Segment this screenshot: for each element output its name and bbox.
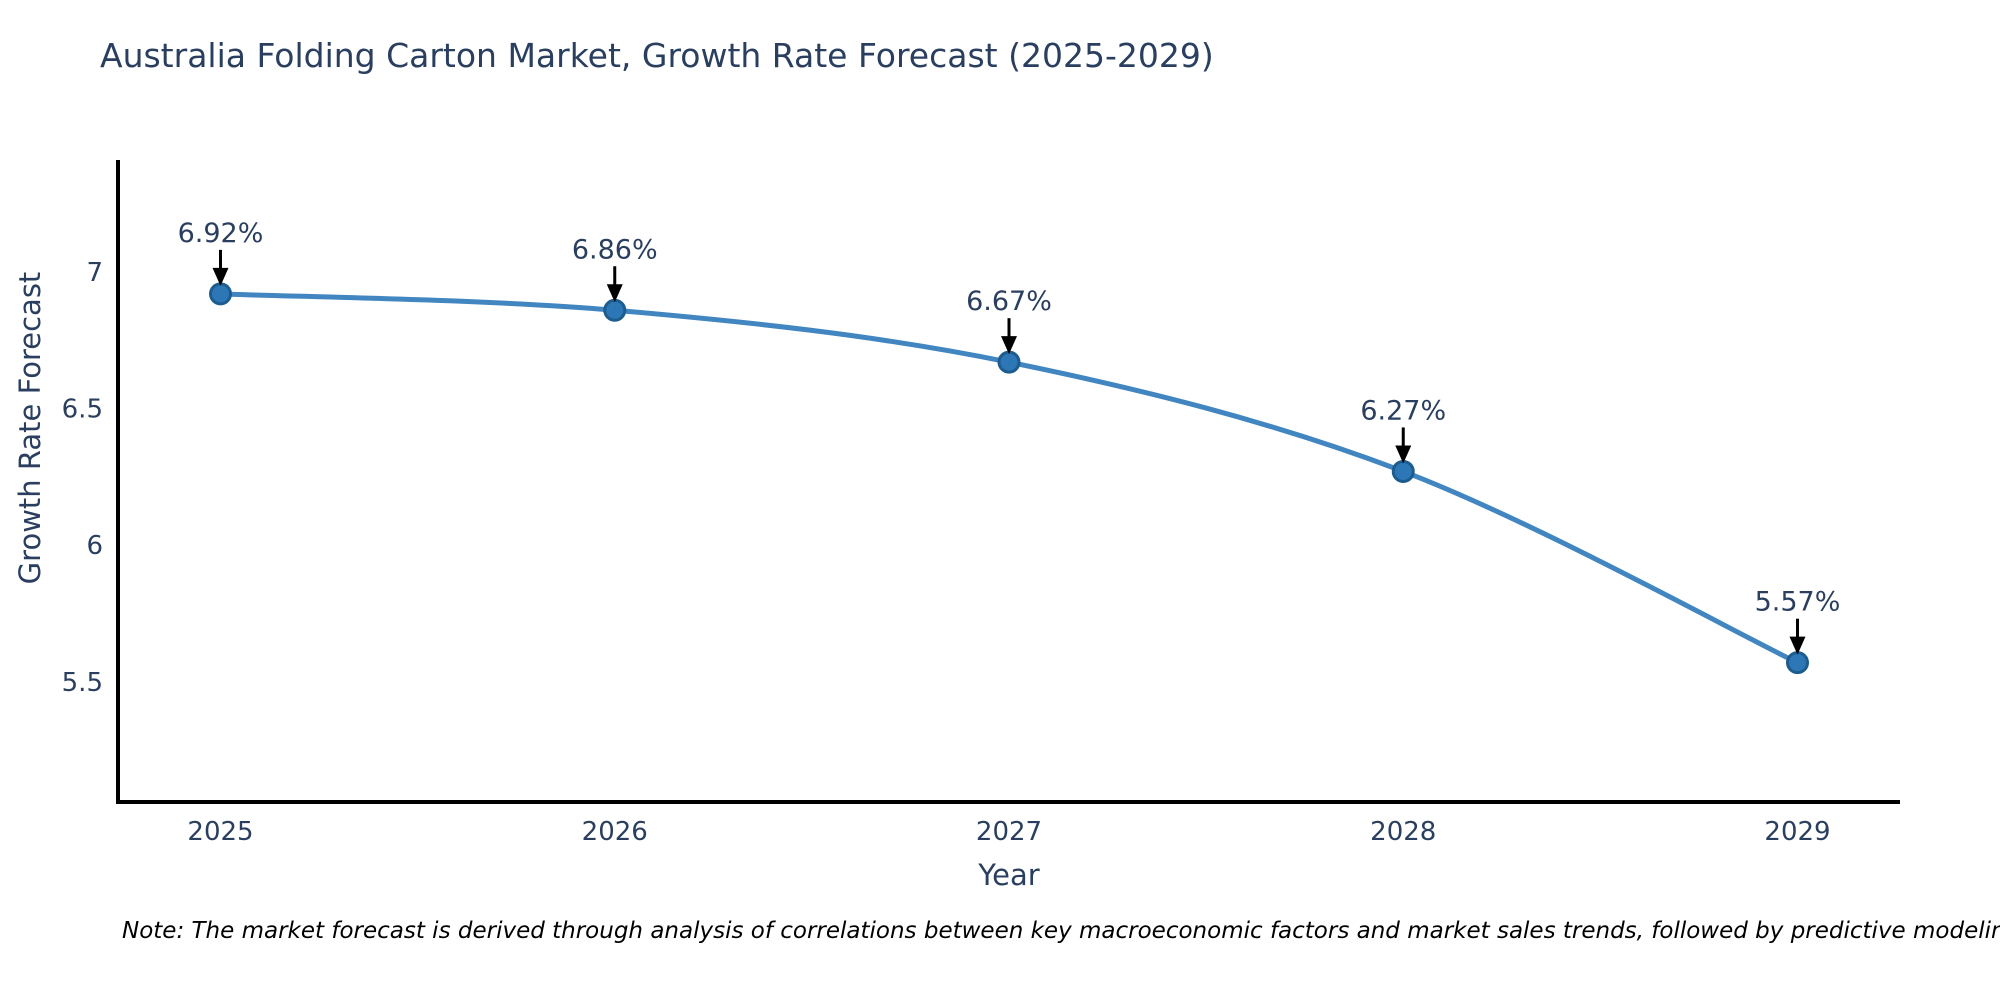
annotation-arrow-head <box>606 284 623 303</box>
annotation-arrow-head <box>212 267 229 286</box>
annotation-arrow-head <box>1395 445 1412 464</box>
x-axis-title: Year <box>978 858 1040 892</box>
point-value-label: 6.92% <box>178 218 264 249</box>
y-axis-title: Growth Rate Forecast <box>13 271 47 585</box>
data-point-marker <box>1785 651 1809 675</box>
x-tick-label: 2025 <box>187 817 253 847</box>
point-value-label: 6.67% <box>966 286 1052 317</box>
data-point-marker <box>603 298 627 322</box>
chart-title: Australia Folding Carton Market, Growth … <box>100 36 1214 75</box>
annotation-arrow-head <box>1789 636 1806 655</box>
footnote: Note: The market forecast is derived thr… <box>122 918 2000 944</box>
point-value-label: 6.27% <box>1360 395 1446 426</box>
y-tick-label: 6.5 <box>62 395 103 425</box>
x-tick-label: 2029 <box>1764 817 1830 847</box>
annotation-arrow-head <box>1001 336 1017 355</box>
point-value-label: 5.57% <box>1755 587 1841 618</box>
point-value-label: 6.86% <box>572 234 658 265</box>
y-tick-label: 5.5 <box>62 668 103 698</box>
data-point-marker <box>997 350 1021 374</box>
y-tick-label: 6 <box>86 531 103 561</box>
x-tick-label: 2026 <box>582 817 648 847</box>
x-tick-label: 2027 <box>976 817 1042 847</box>
x-tick-label: 2028 <box>1370 817 1436 847</box>
y-tick-label: 7 <box>86 258 103 288</box>
data-point-marker <box>209 282 233 306</box>
data-point-marker <box>1391 459 1415 483</box>
